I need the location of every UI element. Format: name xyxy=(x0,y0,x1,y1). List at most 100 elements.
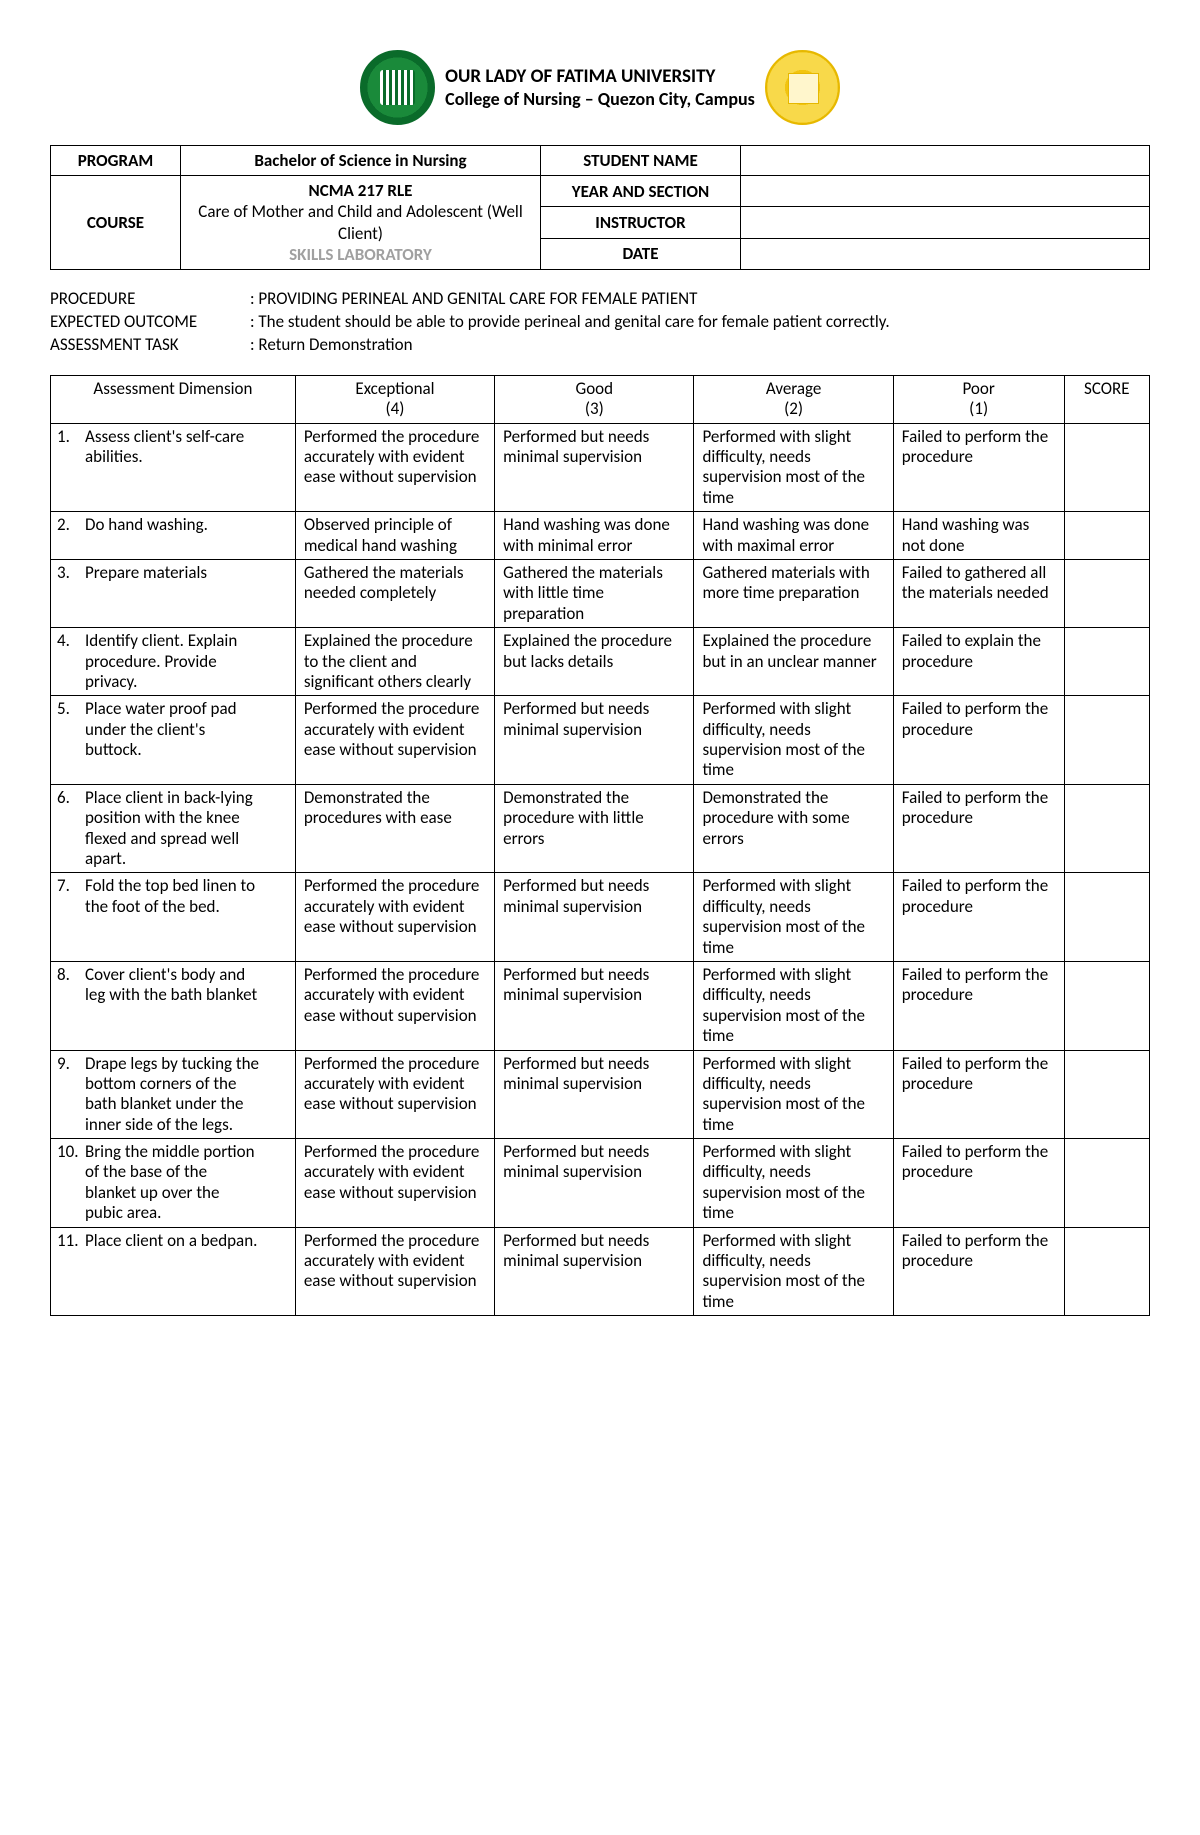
task-label: ASSESSMENT TASK xyxy=(50,334,250,357)
rubric-body: 1.Assess client's self-care abilities.Pe… xyxy=(51,423,1150,1316)
rating-cell-c1: Failed to perform the procedure xyxy=(893,423,1064,512)
rating-cell-c1: Failed to perform the procedure xyxy=(893,784,1064,873)
rating-cell-c4: Performed the procedure accurately with … xyxy=(295,1050,494,1139)
task-value: : Return Demonstration xyxy=(250,334,1150,357)
course-code: NCMA 217 RLE xyxy=(191,180,530,201)
rating-cell-c2: Gathered materials with more time prepar… xyxy=(694,559,893,627)
procedure-label: PROCEDURE xyxy=(50,288,250,311)
row-dimension-text: Prepare materials xyxy=(85,563,260,583)
dimension-cell: 8.Cover client's body and leg with the b… xyxy=(51,961,296,1050)
score-cell[interactable] xyxy=(1064,696,1149,785)
date-label: DATE xyxy=(541,238,741,269)
college-name: College of Nursing – Quezon City, Campus xyxy=(445,88,755,110)
rating-cell-c1: Failed to perform the procedure xyxy=(893,696,1064,785)
outcome-label: EXPECTED OUTCOME xyxy=(50,311,250,334)
rating-cell-c4: Performed the procedure accurately with … xyxy=(295,873,494,962)
row-number: 5. xyxy=(57,699,85,719)
row-number: 1. xyxy=(57,427,85,447)
score-cell[interactable] xyxy=(1064,559,1149,627)
header-poor-label: Poor xyxy=(962,378,994,399)
header-text-block: OUR LADY OF FATIMA UNIVERSITY College of… xyxy=(445,65,755,110)
program-label: PROGRAM xyxy=(51,146,181,176)
dimension-cell: 9.Drape legs by tucking the bottom corne… xyxy=(51,1050,296,1139)
rating-cell-c3: Gathered the materials with little time … xyxy=(495,559,694,627)
score-cell[interactable] xyxy=(1064,512,1149,560)
header-poor-pts: (1) xyxy=(969,398,988,419)
info-table: PROGRAM Bachelor of Science in Nursing S… xyxy=(50,145,1150,270)
score-cell[interactable] xyxy=(1064,784,1149,873)
dimension-cell: 7.Fold the top bed linen to the foot of … xyxy=(51,873,296,962)
score-cell[interactable] xyxy=(1064,423,1149,512)
header-good: Good (3) xyxy=(495,375,694,423)
row-number: 6. xyxy=(57,788,85,808)
rating-cell-c4: Performed the procedure accurately with … xyxy=(295,423,494,512)
row-number: 4. xyxy=(57,631,85,651)
table-row: 7.Fold the top bed linen to the foot of … xyxy=(51,873,1150,962)
outcome-value: : The student should be able to provide … xyxy=(250,311,1150,334)
row-dimension-text: Bring the middle portion of the base of … xyxy=(85,1142,260,1224)
row-number: 8. xyxy=(57,965,85,985)
rubric-table: Assessment Dimension Exceptional (4) Goo… xyxy=(50,375,1150,1316)
score-cell[interactable] xyxy=(1064,873,1149,962)
table-row: 2.Do hand washing.Observed principle of … xyxy=(51,512,1150,560)
instructor-value[interactable] xyxy=(741,207,1150,238)
rating-cell-c3: Performed but needs minimal supervision xyxy=(495,873,694,962)
university-seal-left-icon xyxy=(360,50,435,125)
score-cell[interactable] xyxy=(1064,1139,1149,1228)
rating-cell-c1: Failed to explain the procedure xyxy=(893,628,1064,696)
row-dimension-text: Place water proof pad under the client's… xyxy=(85,699,260,760)
score-cell[interactable] xyxy=(1064,628,1149,696)
date-value[interactable] xyxy=(741,238,1150,269)
year-section-value[interactable] xyxy=(741,176,1150,207)
table-row: 3.Prepare materials Gathered the material… xyxy=(51,559,1150,627)
header-good-label: Good xyxy=(575,378,613,399)
dimension-cell: 1.Assess client's self-care abilities. xyxy=(51,423,296,512)
table-row: 4.Identify client. Explain procedure. Pr… xyxy=(51,628,1150,696)
course-lab: SKILLS LABORATORY xyxy=(191,244,530,265)
row-dimension-text: Cover client's body and leg with the bat… xyxy=(85,965,260,1006)
student-name-value[interactable] xyxy=(741,146,1150,176)
rating-cell-c2: Hand washing was done with maximal error xyxy=(694,512,893,560)
course-title: Care of Mother and Child and Adolescent … xyxy=(191,201,530,244)
rating-cell-c3: Performed but needs minimal supervision xyxy=(495,696,694,785)
university-name: OUR LADY OF FATIMA UNIVERSITY xyxy=(445,65,755,88)
score-cell[interactable] xyxy=(1064,1227,1149,1316)
rating-cell-c2: Performed with slight difficulty, needs … xyxy=(694,696,893,785)
rating-cell-c1: Failed to perform the procedure xyxy=(893,1227,1064,1316)
rating-cell-c4: Performed the procedure accurately with … xyxy=(295,961,494,1050)
university-seal-right-icon xyxy=(765,50,840,125)
course-label: COURSE xyxy=(51,176,181,270)
score-cell[interactable] xyxy=(1064,961,1149,1050)
rating-cell-c2: Explained the procedure but in an unclea… xyxy=(694,628,893,696)
header-average-label: Average xyxy=(766,378,822,399)
rating-cell-c1: Failed to perform the procedure xyxy=(893,873,1064,962)
rating-cell-c3: Performed but needs minimal supervision xyxy=(495,1227,694,1316)
rating-cell-c2: Performed with slight difficulty, needs … xyxy=(694,1227,893,1316)
rating-cell-c3: Performed but needs minimal supervision xyxy=(495,1050,694,1139)
rating-cell-c3: Explained the procedure but lacks detail… xyxy=(495,628,694,696)
table-row: 10.Bring the middle portion of the base … xyxy=(51,1139,1150,1228)
header-exceptional-label: Exceptional xyxy=(355,378,434,399)
table-row: 6.Place client in back-lying position wi… xyxy=(51,784,1150,873)
row-number: 2. xyxy=(57,515,85,535)
row-dimension-text: Place client in back-lying position with… xyxy=(85,788,260,870)
meta-block: PROCEDURE : PROVIDING PERINEAL AND GENIT… xyxy=(50,288,1150,357)
header-average-pts: (2) xyxy=(784,398,803,419)
score-cell[interactable] xyxy=(1064,1050,1149,1139)
dimension-cell: 5.Place water proof pad under the client… xyxy=(51,696,296,785)
rating-cell-c1: Failed to perform the procedure xyxy=(893,961,1064,1050)
rating-cell-c4: Performed the procedure accurately with … xyxy=(295,696,494,785)
table-row: 11.Place client on a bedpan.Performed th… xyxy=(51,1227,1150,1316)
rating-cell-c1: Failed to perform the procedure xyxy=(893,1050,1064,1139)
rating-cell-c4: Explained the procedure to the client an… xyxy=(295,628,494,696)
table-row: 8.Cover client's body and leg with the b… xyxy=(51,961,1150,1050)
rating-cell-c4: Observed principle of medical hand washi… xyxy=(295,512,494,560)
dimension-cell: 3.Prepare materials xyxy=(51,559,296,627)
rating-cell-c1: Failed to gathered all the materials nee… xyxy=(893,559,1064,627)
dimension-cell: 10.Bring the middle portion of the base … xyxy=(51,1139,296,1228)
row-dimension-text: Place client on a bedpan. xyxy=(85,1231,260,1251)
year-section-label: YEAR AND SECTION xyxy=(541,176,741,207)
row-number: 10. xyxy=(57,1142,85,1162)
row-dimension-text: Assess client's self-care abilities. xyxy=(85,427,260,468)
header-dimension: Assessment Dimension xyxy=(51,375,296,423)
